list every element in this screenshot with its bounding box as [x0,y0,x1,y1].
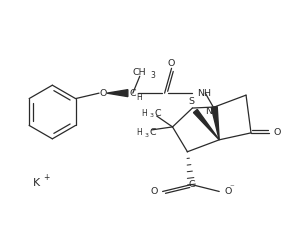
Text: O: O [150,187,158,196]
Text: NH: NH [197,89,211,98]
Text: ⁻: ⁻ [230,183,235,192]
Text: H: H [136,128,142,137]
Text: +: + [43,173,50,182]
Text: C: C [130,89,136,98]
Text: CH: CH [132,68,146,77]
Text: H: H [141,109,147,118]
Text: O: O [274,128,281,137]
Text: 3: 3 [150,114,154,118]
Polygon shape [211,107,219,140]
Text: O: O [168,59,175,68]
Text: C: C [150,128,156,137]
Text: C: C [188,180,195,189]
Text: C: C [155,109,161,118]
Text: N: N [205,106,212,116]
Text: 3: 3 [145,133,149,138]
Text: O: O [99,89,107,98]
Text: S: S [188,96,194,106]
Text: 3: 3 [151,71,156,80]
Text: K: K [33,178,40,188]
Text: H: H [136,93,142,102]
Polygon shape [107,90,128,97]
Text: O: O [224,187,231,196]
Polygon shape [194,109,219,140]
